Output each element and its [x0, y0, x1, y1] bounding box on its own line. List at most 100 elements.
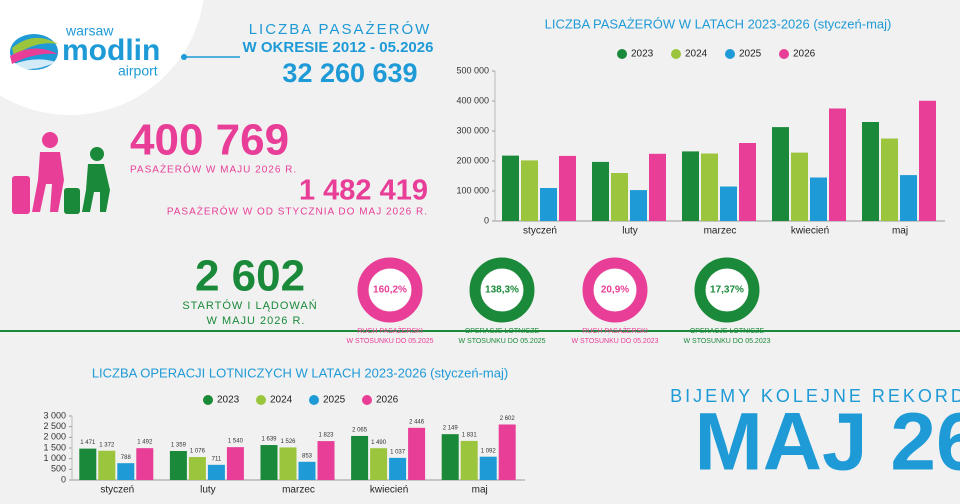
legend-marker [203, 395, 213, 405]
value-label: 1 359 [171, 443, 187, 449]
value-label: 1 526 [280, 439, 296, 445]
bar [559, 155, 576, 221]
bar [98, 450, 116, 480]
y-tick-label: 500 [51, 464, 66, 474]
donut-center [481, 269, 523, 311]
chart-title: LICZBA PASAŻERÓW W LATACH 2023-2026 (sty… [545, 16, 892, 31]
x-tick-label: luty [200, 485, 216, 496]
y-tick-label: 1 000 [43, 453, 66, 463]
bar [351, 435, 369, 480]
donut-label: W STOSUNKU DO 05.2023 [683, 338, 770, 345]
legend-marker [671, 49, 681, 59]
y-tick-label: 3 000 [43, 410, 66, 420]
chart-title: LICZBA OPERACJI LOTNICZYCH W LATACH 2023… [92, 365, 508, 380]
y-tick-label: 300 000 [456, 125, 489, 135]
value-label: 2 602 [500, 416, 516, 422]
legend-marker [779, 49, 789, 59]
bar [117, 463, 135, 480]
bar [881, 138, 898, 221]
x-tick-label: marzec [704, 226, 737, 237]
donut-value: 17,37% [710, 285, 744, 296]
bar [739, 143, 756, 221]
legend-marker [309, 395, 319, 405]
bar [498, 424, 516, 480]
logo-text: airport [118, 63, 158, 79]
bar [900, 175, 917, 221]
total-label: LICZBA PASAŻERÓW [249, 20, 432, 38]
bar [370, 448, 388, 480]
donut-value: 138,3% [485, 285, 519, 296]
operations-value: 2 602 [195, 252, 305, 301]
x-tick-label: maj [892, 226, 908, 237]
value-label: 2 065 [352, 428, 368, 434]
bar [460, 440, 478, 480]
donut-ring [582, 257, 648, 323]
bar [441, 434, 459, 480]
donut-center [706, 269, 748, 311]
bar [649, 153, 666, 221]
bar [592, 161, 609, 221]
donut-center [369, 269, 411, 311]
donut-label: W STOSUNKU DO 05.2025 [346, 338, 433, 345]
legend-label: 2025 [323, 395, 346, 406]
donut-ring [469, 257, 535, 323]
legend-marker [617, 49, 627, 59]
logo-mark [10, 34, 58, 70]
bar [611, 173, 628, 221]
total-value: 32 260 639 [282, 58, 417, 88]
bar [188, 457, 206, 480]
legend-label: 2023 [631, 49, 654, 60]
x-tick-label: kwiecień [791, 226, 829, 237]
y-tick-label: 0 [484, 215, 489, 225]
value-label: 1 471 [80, 440, 96, 446]
legend-label: 2023 [217, 395, 240, 406]
may-passengers-label: PASAŻERÓW W MAJU 2026 R. [130, 163, 297, 176]
y-tick-label: 0 [61, 474, 66, 484]
value-label: 1 076 [190, 449, 206, 455]
slogan: BIJEMY KOLEJNE REKORDY [670, 386, 960, 406]
value-label: 711 [212, 456, 222, 462]
slogan-big: MAJ 26 [694, 397, 960, 488]
x-tick-label: styczeń [100, 485, 134, 496]
donut-label: OPERACJE LOTNICZE [690, 328, 765, 335]
bar [317, 441, 335, 480]
value-label: 1 492 [137, 440, 153, 446]
y-tick-label: 500 000 [456, 65, 489, 75]
donut-label: W STOSUNKU DO 05.2025 [458, 338, 545, 345]
bar [862, 122, 879, 221]
legend-label: 2024 [270, 395, 293, 406]
value-label: 853 [302, 453, 313, 459]
logo-text: modlin [62, 34, 160, 67]
bar [298, 461, 316, 480]
donut-label: OPERACJE LOTNICZE [465, 328, 540, 335]
bar [226, 447, 244, 480]
value-label: 1 639 [261, 437, 277, 443]
donut-ring [694, 257, 760, 323]
may-passengers-value: 400 769 [130, 116, 289, 165]
value-label: 1 372 [99, 442, 115, 448]
value-label: 1 540 [228, 439, 244, 445]
bar [720, 186, 737, 221]
value-label: 2 446 [409, 419, 425, 425]
y-tick-label: 2 500 [43, 421, 66, 431]
y-tick-label: 2 000 [43, 432, 66, 442]
bar [540, 188, 557, 221]
travellers-icon [12, 132, 110, 214]
bar [701, 153, 718, 221]
bar [791, 152, 808, 221]
bar [810, 177, 827, 221]
x-tick-label: styczeń [523, 226, 557, 237]
bar [919, 100, 936, 221]
value-label: 788 [121, 455, 132, 461]
donut-ring [357, 257, 423, 323]
bar [829, 108, 846, 221]
value-label: 2 149 [443, 426, 459, 432]
operations-label: STARTÓW I LĄDOWAŃ [182, 299, 317, 312]
bar [772, 127, 789, 221]
bar [207, 464, 225, 480]
logo-text: warsaw [65, 23, 114, 39]
donut-label: W STOSUNKU DO 05.2023 [571, 338, 658, 345]
bar [389, 457, 407, 480]
bar [408, 427, 426, 480]
legend-marker [256, 395, 266, 405]
